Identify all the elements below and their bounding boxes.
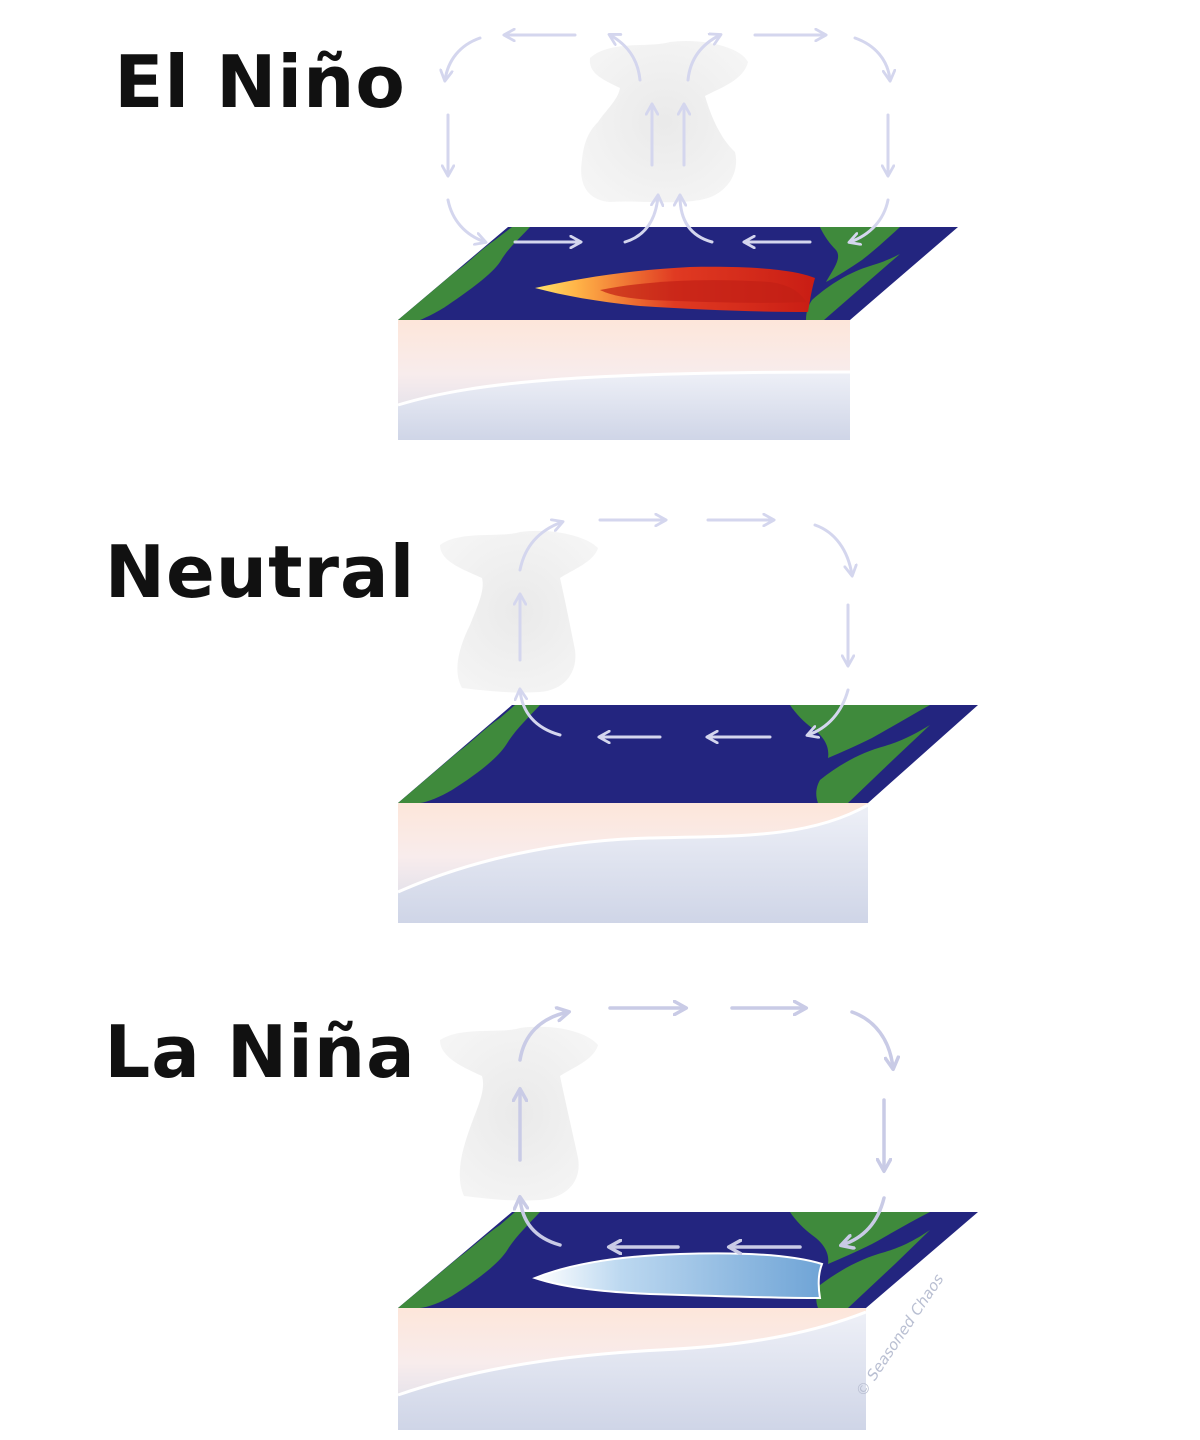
thermocline-line xyxy=(397,370,851,407)
land-west xyxy=(398,227,530,320)
land-west xyxy=(398,1212,540,1308)
land-east-north xyxy=(790,705,930,758)
walker-circulation-arrows xyxy=(445,35,890,242)
thermocline-line xyxy=(397,803,869,894)
warm-anomaly-core xyxy=(600,280,806,303)
el-nino-panel xyxy=(397,35,958,440)
land-east-south xyxy=(806,254,900,320)
thermocline xyxy=(398,1312,866,1430)
land-east-south xyxy=(816,1230,930,1308)
la-nina-title: La Niña xyxy=(104,1010,416,1094)
walker-circulation-arrows xyxy=(520,520,852,737)
thermocline xyxy=(398,805,868,923)
la-nina-panel xyxy=(397,1008,978,1430)
land-west xyxy=(398,705,540,803)
neutral-panel xyxy=(397,520,978,923)
land-east-north xyxy=(820,227,900,282)
el-nino-title: El Niño xyxy=(114,40,406,124)
convection-cloud xyxy=(581,40,748,203)
thermocline xyxy=(398,372,850,440)
land-east-south xyxy=(816,725,930,803)
neutral-title: Neutral xyxy=(104,530,416,614)
walker-circulation-arrows xyxy=(520,1008,893,1247)
cold-anomaly xyxy=(532,1252,824,1300)
thermocline-line xyxy=(397,1310,867,1397)
